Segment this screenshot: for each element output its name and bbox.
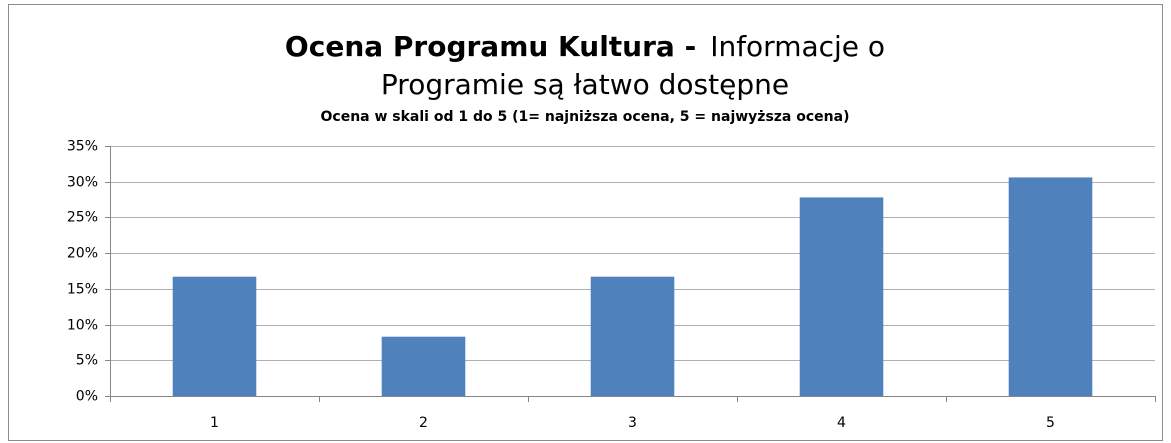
x-tick-label: 1 xyxy=(210,415,219,431)
y-tick-label: 10% xyxy=(67,318,98,334)
x-tick-label: 5 xyxy=(1046,415,1055,431)
chart-title: Programie są łatwo dostępne xyxy=(381,68,789,101)
x-tick-label: 3 xyxy=(628,415,637,431)
y-tick-label: 30% xyxy=(67,175,98,191)
chart-title: Ocena Programu Kultura - Informacje o xyxy=(285,30,885,63)
title-part: Informacje o xyxy=(710,30,885,63)
y-tick-label: 0% xyxy=(76,389,98,405)
chart-subtitle: Ocena w skali od 1 do 5 (1= najniższa oc… xyxy=(321,109,850,125)
y-tick-label: 20% xyxy=(67,246,98,262)
y-tick-label: 15% xyxy=(67,282,98,298)
bar xyxy=(799,197,884,396)
title-bold: Ocena Programu Kultura - xyxy=(285,30,696,63)
bar xyxy=(590,276,675,396)
bar xyxy=(381,336,466,396)
x-tick-label: 4 xyxy=(837,415,846,431)
y-tick-label: 5% xyxy=(76,353,98,369)
bar xyxy=(172,276,257,396)
x-tick-label: 2 xyxy=(419,415,428,431)
y-tick-label: 35% xyxy=(67,139,98,155)
bar xyxy=(1008,177,1093,396)
y-tick-label: 25% xyxy=(67,210,98,226)
